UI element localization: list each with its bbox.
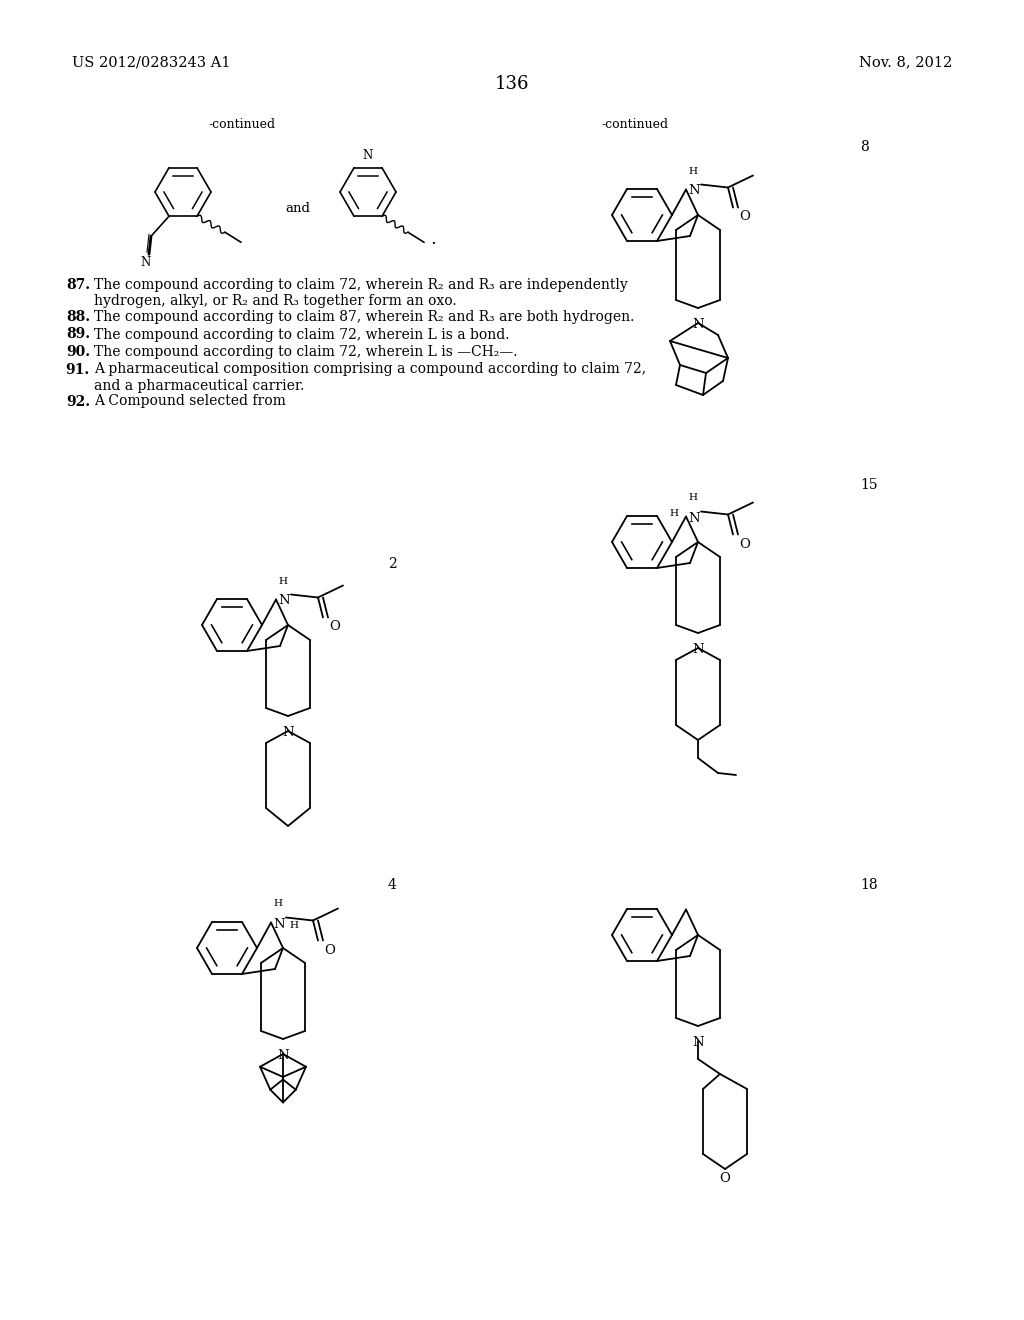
Text: Nov. 8, 2012: Nov. 8, 2012 <box>859 55 952 69</box>
Text: H: H <box>278 577 287 586</box>
Text: -continued: -continued <box>601 117 669 131</box>
Text: The compound according to claim 72, wherein L is a bond.: The compound according to claim 72, wher… <box>94 327 510 342</box>
Text: 89.: 89. <box>66 327 90 342</box>
Text: H: H <box>289 921 298 931</box>
Text: N: N <box>283 726 294 739</box>
Text: H: H <box>688 494 697 503</box>
Text: 4: 4 <box>388 878 397 892</box>
Text: H: H <box>669 510 678 517</box>
Text: O: O <box>720 1172 730 1185</box>
Text: A pharmaceutical composition comprising a compound according to claim 72,
and a : A pharmaceutical composition comprising … <box>94 363 646 393</box>
Text: N: N <box>278 1049 289 1063</box>
Text: 136: 136 <box>495 75 529 92</box>
Text: N: N <box>692 643 703 656</box>
Text: N: N <box>692 1036 703 1049</box>
Text: O: O <box>329 620 340 634</box>
Text: 88.: 88. <box>66 310 90 323</box>
Text: The compound according to claim 87, wherein R₂ and R₃ are both hydrogen.: The compound according to claim 87, wher… <box>94 310 635 323</box>
Text: .: . <box>430 230 436 248</box>
Text: 91.: 91. <box>66 363 90 376</box>
Text: 90.: 90. <box>66 345 90 359</box>
Text: O: O <box>739 210 750 223</box>
Text: N: N <box>688 511 699 524</box>
Text: N: N <box>278 594 290 607</box>
Text: The compound according to claim 72, wherein L is —CH₂—.: The compound according to claim 72, wher… <box>94 345 517 359</box>
Text: H: H <box>273 899 282 908</box>
Text: N: N <box>688 185 699 198</box>
Text: US 2012/0283243 A1: US 2012/0283243 A1 <box>72 55 230 69</box>
Text: O: O <box>324 944 335 957</box>
Text: N: N <box>273 917 285 931</box>
Text: N: N <box>692 318 703 331</box>
Text: N: N <box>362 149 373 162</box>
Text: 92.: 92. <box>66 395 90 408</box>
Text: 18: 18 <box>860 878 878 892</box>
Text: N: N <box>141 256 152 269</box>
Text: 87.: 87. <box>66 279 90 292</box>
Text: O: O <box>739 537 750 550</box>
Text: and: and <box>286 202 310 214</box>
Text: -continued: -continued <box>209 117 275 131</box>
Text: The compound according to claim 72, wherein R₂ and R₃ are independently
hydrogen: The compound according to claim 72, wher… <box>94 279 628 308</box>
Text: 15: 15 <box>860 478 878 492</box>
Text: H: H <box>688 166 697 176</box>
Text: A Compound selected from: A Compound selected from <box>94 395 286 408</box>
Text: 8: 8 <box>860 140 868 154</box>
Text: 2: 2 <box>388 557 396 572</box>
